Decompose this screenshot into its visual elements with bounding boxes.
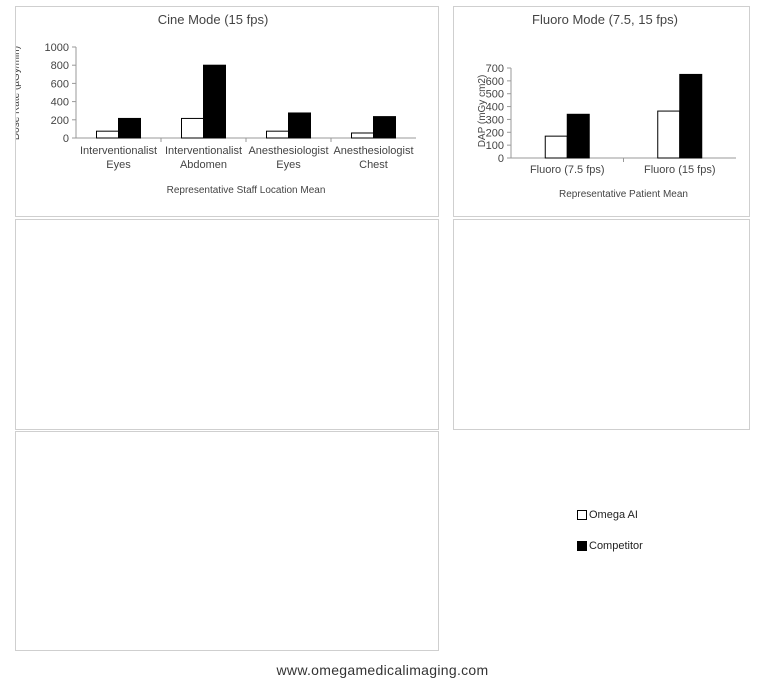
y-tick-label: 400	[486, 102, 504, 114]
x-tick-label: Abdomen	[180, 159, 227, 171]
x-tick-label: Anesthesiologist	[333, 145, 413, 157]
chart-title: Fluoro Mode (7.5, 15 fps)	[532, 12, 678, 27]
y-tick-label: 0	[498, 153, 504, 165]
x-axis-label: Representative Patient Mean	[559, 189, 688, 200]
chart-panel-fluoro15-staff: Fluoro Mode (15 fps)Dose Rate (µGy/min)0…	[15, 219, 439, 430]
footer-url: www.omegamedicalimaging.com	[276, 662, 489, 678]
x-tick-label: Fluoro (7.5 fps)	[530, 164, 605, 176]
bar-competitor	[373, 116, 396, 139]
y-tick-label: 100	[486, 140, 504, 152]
x-tick-label: Eyes	[106, 159, 131, 171]
chart-svg: Cine Mode (15 fps) Dose Rate (µGy/min) 0 20…	[16, 12, 416, 196]
chart-svg: Fluoro Mode (15 fps)Dose Rate (µGy/min)0…	[16, 220, 440, 431]
x-axis-label: Representative Staff Location Mean	[167, 185, 326, 196]
legend-label-competitor: Competitor	[589, 540, 643, 552]
chart-panel-cine-staff: Cine Mode (15 fps) Dose Rate (µGy/min) 0 20…	[15, 6, 439, 217]
chart-panel-cine-patient: Cine Mode (15 fps)DAP (mGy cm²)010002000…	[453, 219, 750, 430]
legend-item-omega: Omega AI	[577, 508, 643, 522]
bar-omega	[544, 135, 568, 159]
bar-omega	[181, 117, 204, 139]
y-tick-label: 600	[51, 78, 69, 90]
y-tick-label: 1000	[45, 42, 69, 54]
chart-svg: Cine Mode (15 fps)DAP (mGy cm²)010002000…	[454, 220, 751, 431]
y-tick-label: 800	[51, 60, 69, 72]
bar-competitor	[679, 73, 703, 159]
bar-omega	[351, 132, 374, 139]
legend-item-competitor: Competitor	[577, 539, 643, 553]
y-axis-label: Dose Rate (µGy/min)	[16, 46, 22, 140]
y-axis-label: DAP (mGy cm2)	[477, 75, 488, 148]
x-tick-label: Interventionalist	[80, 145, 157, 157]
chart-svg: Fluoro Mode (7.5 fps)Dose Rate (µGy/min)…	[16, 432, 440, 652]
bar-competitor	[203, 64, 226, 139]
x-tick-label: Fluoro (15 fps)	[644, 164, 716, 176]
y-tick-label: 200	[51, 115, 69, 127]
chart-legend: Omega AI Competitor	[577, 508, 643, 570]
legend-swatch-competitor	[577, 541, 587, 551]
legend-swatch-omega	[577, 510, 587, 520]
x-tick-label: Anesthesiologist	[248, 145, 328, 157]
x-tick-label: Interventionalist	[165, 145, 242, 157]
y-tick-label: 500	[486, 89, 504, 101]
y-tick-label: 300	[486, 114, 504, 126]
y-tick-label: 600	[486, 76, 504, 88]
chart-panel-fluoro75-staff: Fluoro Mode (7.5 fps)Dose Rate (µGy/min)…	[15, 431, 439, 651]
bar-omega	[657, 110, 681, 159]
bar-omega	[266, 130, 289, 139]
y-tick-label: 400	[51, 97, 69, 109]
y-tick-label: 700	[486, 63, 504, 75]
y-tick-label: 200	[486, 127, 504, 139]
legend-label-omega: Omega AI	[589, 509, 638, 521]
bar-omega	[96, 130, 119, 139]
bar-competitor	[118, 117, 141, 139]
chart-title: Cine Mode (15 fps)	[158, 12, 269, 27]
bar-competitor	[288, 112, 311, 139]
chart-svg: Fluoro Mode (7.5, 15 fps) DAP (mGy cm2) 01…	[477, 12, 736, 200]
x-tick-label: Eyes	[276, 159, 301, 171]
x-tick-label: Chest	[359, 159, 388, 171]
y-tick-label: 0	[63, 133, 69, 145]
chart-panel-fluoro-patient: Fluoro Mode (7.5, 15 fps) DAP (mGy cm2) 0 1…	[453, 6, 750, 217]
bar-competitor	[566, 113, 590, 159]
